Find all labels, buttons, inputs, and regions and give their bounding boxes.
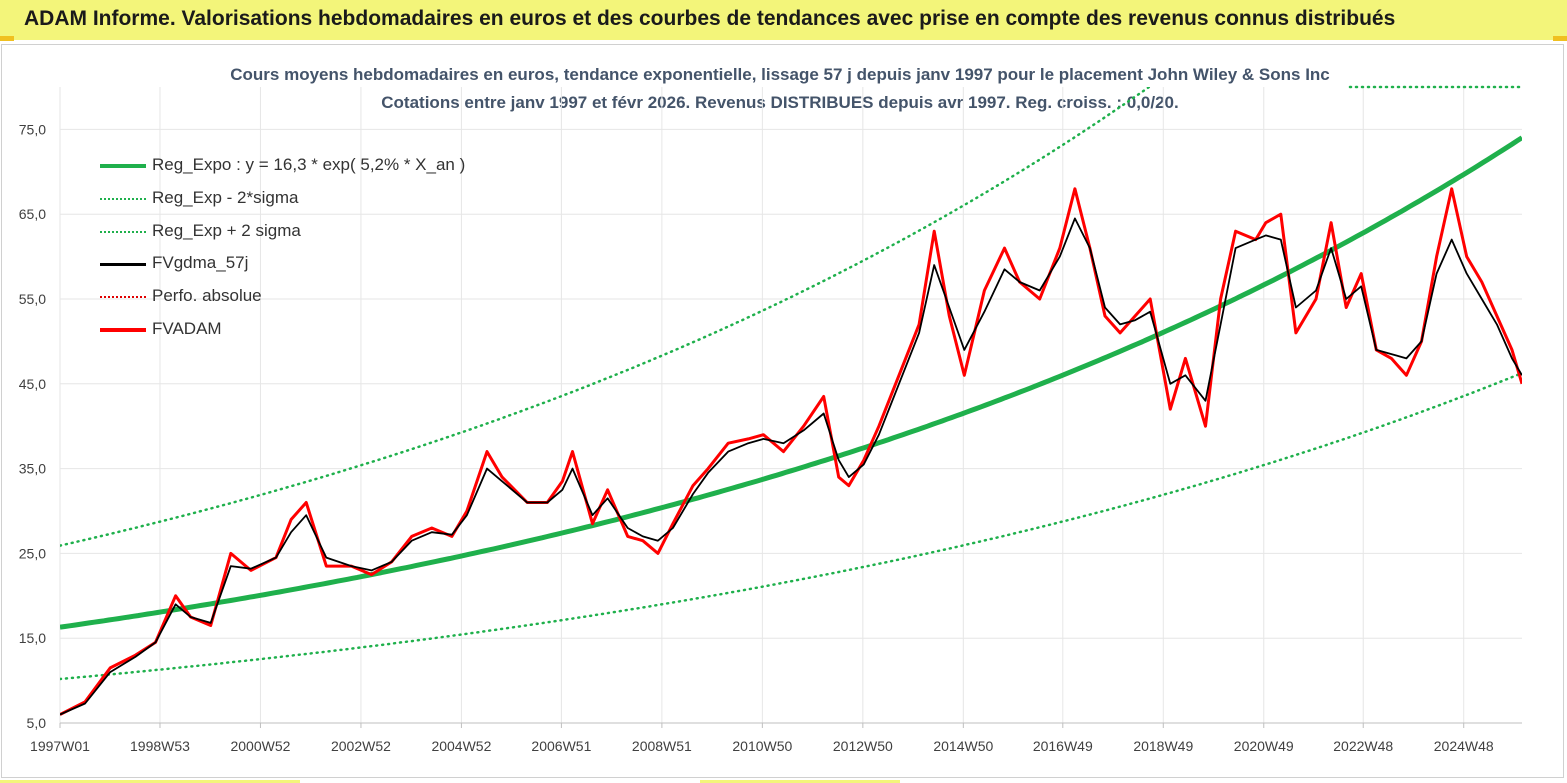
x-tick-label: 2006W51 xyxy=(531,738,591,754)
footer-accent xyxy=(700,780,900,783)
x-tick-label: 2018W49 xyxy=(1133,738,1193,754)
banner-accent xyxy=(0,36,14,41)
x-tick-label: 2016W49 xyxy=(1033,738,1093,754)
series-fvgdma-line xyxy=(60,217,1522,716)
legend-label: FVgdma_57j xyxy=(152,253,249,273)
legend-label: Perfo. absolue xyxy=(152,286,262,306)
x-tick-label: 2000W52 xyxy=(230,738,290,754)
y-tick-label: 5,0 xyxy=(27,715,47,731)
reg-lower-line xyxy=(60,371,1522,681)
y-tick-label: 35,0 xyxy=(19,461,46,477)
x-tick-label: 2022W48 xyxy=(1333,738,1393,754)
y-tick-label: 65,0 xyxy=(19,206,46,222)
banner-accent xyxy=(1553,36,1567,41)
page-title: ADAM Informe. Valorisations hebdomadaire… xyxy=(24,7,1396,30)
y-tick-label: 55,0 xyxy=(19,291,46,307)
legend-label: Reg_Exp - 2*sigma xyxy=(152,187,299,207)
legend-swatch xyxy=(100,164,146,168)
y-tick-label: 25,0 xyxy=(19,545,46,561)
legend-label: Reg_Exp + 2 sigma xyxy=(152,220,301,240)
footer-accent xyxy=(0,780,300,783)
legend-swatch xyxy=(100,197,146,200)
x-tick-label: 2002W52 xyxy=(331,738,391,754)
x-tick-label: 1998W53 xyxy=(130,738,190,754)
header-banner: ADAM Informe. Valorisations hebdomadaire… xyxy=(0,0,1567,41)
x-tick-label: 2010W50 xyxy=(732,738,792,754)
chart-title-line-1: Cours moyens hebdomadaires en euros, ten… xyxy=(230,65,1330,84)
x-tick-label: 2020W49 xyxy=(1234,738,1294,754)
y-tick-label: 15,0 xyxy=(19,630,46,646)
legend-label: FVADAM xyxy=(152,318,222,338)
legend-swatch xyxy=(100,296,146,299)
x-tick-label: 2004W52 xyxy=(431,738,491,754)
legend-swatch xyxy=(100,230,146,233)
x-tick-label: 1997W01 xyxy=(30,738,90,754)
x-tick-label: 2012W50 xyxy=(833,738,893,754)
legend-swatch xyxy=(100,327,146,332)
reg-upper-line xyxy=(60,87,1152,547)
x-tick-label: 2008W51 xyxy=(632,738,692,754)
x-tick-label: 2024W48 xyxy=(1434,738,1494,754)
y-tick-label: 45,0 xyxy=(19,376,46,392)
y-tick-label: 75,0 xyxy=(19,121,46,137)
x-tick-label: 2014W50 xyxy=(933,738,993,754)
legend-swatch xyxy=(100,262,146,266)
chart-title-line-2: Cotations entre janv 1997 et févr 2026. … xyxy=(381,93,1179,112)
chart-frame xyxy=(1,44,1564,778)
legend-label: Reg_Expo : y = 16,3 * exp( 5,2% * X_an ) xyxy=(152,155,466,174)
reg-expo-line xyxy=(60,135,1522,630)
